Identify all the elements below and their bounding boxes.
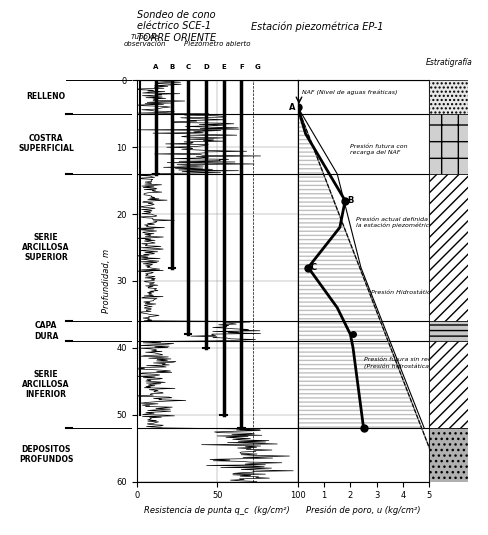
- Text: Presión Hidrostática: Presión Hidrostática: [371, 291, 435, 295]
- Text: SERIE
ARCILLOSA
SUPERIOR: SERIE ARCILLOSA SUPERIOR: [22, 233, 70, 262]
- Text: Piezómetro abierto: Piezómetro abierto: [184, 41, 250, 47]
- Text: Presión futura sin recargo
(Presión hidrostática): Presión futura sin recargo (Presión hidr…: [364, 357, 445, 369]
- X-axis label: Presión de poro, u (kg/cm²): Presión de poro, u (kg/cm²): [306, 506, 421, 515]
- Bar: [429, 174, 468, 321]
- Text: COSTRA
SUPERFICIAL: COSTRA SUPERFICIAL: [18, 134, 74, 154]
- Text: Tubo de
observación: Tubo de observación: [123, 34, 166, 47]
- Text: Presión actual definida con
la estación piezométrica: Presión actual definida con la estación …: [356, 217, 441, 228]
- Text: A: A: [153, 64, 159, 70]
- Text: G: G: [255, 64, 260, 70]
- Text: DEPOSITOS
PROFUNDOS: DEPOSITOS PROFUNDOS: [19, 445, 73, 464]
- Text: NAF (Nivel de aguas freáticas): NAF (Nivel de aguas freáticas): [302, 89, 397, 95]
- Text: C: C: [311, 263, 317, 272]
- Text: RELLENO: RELLENO: [26, 93, 66, 102]
- Bar: [429, 428, 468, 482]
- Text: F: F: [239, 64, 244, 70]
- Text: A: A: [288, 103, 295, 111]
- Text: CAPA
DURA: CAPA DURA: [34, 322, 58, 341]
- X-axis label: Resistencia de punta q_c  (kg/cm²): Resistencia de punta q_c (kg/cm²): [144, 506, 290, 515]
- Text: Estratigrafía: Estratigrafía: [426, 58, 472, 67]
- Y-axis label: Profundidad, m: Profundidad, m: [102, 249, 111, 313]
- Text: B: B: [348, 196, 354, 205]
- Text: B: B: [169, 64, 175, 70]
- Bar: [429, 114, 468, 174]
- Text: SERIE
ARCILLOSA
INFERIOR: SERIE ARCILLOSA INFERIOR: [22, 370, 70, 400]
- Text: Sondeo de cono
eléctrico SCE-1
TORRE ORIENTE: Sondeo de cono eléctrico SCE-1 TORRE ORI…: [137, 10, 216, 43]
- Text: D: D: [203, 64, 209, 70]
- Text: E: E: [221, 64, 226, 70]
- Bar: [429, 80, 468, 114]
- Bar: [429, 341, 468, 428]
- Bar: [429, 321, 468, 341]
- Text: C: C: [185, 64, 191, 70]
- Text: Presión futura con
recarga del NAF: Presión futura con recarga del NAF: [350, 144, 408, 155]
- Text: Estación piezométrica EP-1: Estación piezométrica EP-1: [251, 21, 384, 32]
